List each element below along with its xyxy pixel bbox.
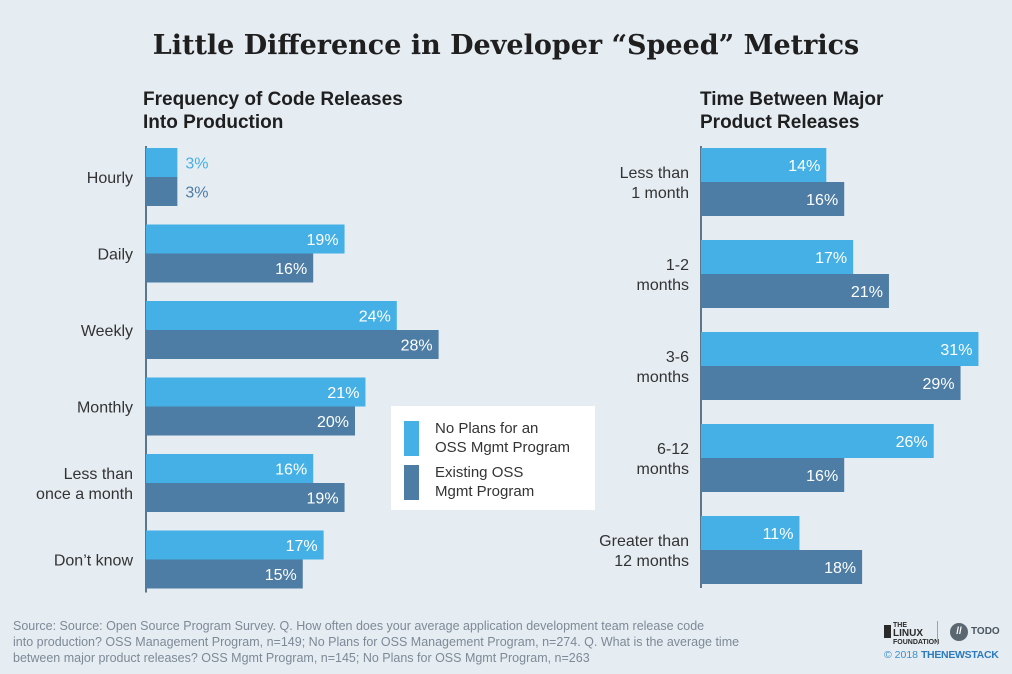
linux-foundation-wordmark: THE LINUX FOUNDATION bbox=[893, 622, 939, 646]
category-label: Daily bbox=[97, 247, 133, 264]
category-label: 1 month bbox=[631, 185, 689, 202]
todo-group-logo-icon: // TODO bbox=[950, 623, 1006, 643]
category-label: months bbox=[637, 369, 689, 386]
data-label: 29% bbox=[923, 376, 955, 393]
source-line: Source: Source: Open Source Program Surv… bbox=[13, 619, 705, 633]
bar bbox=[701, 550, 863, 584]
data-label: 16% bbox=[806, 192, 838, 209]
legend-swatch-existing bbox=[404, 465, 419, 500]
chart-legend: No Plans for an OSS Mgmt Program Existin… bbox=[391, 406, 595, 510]
data-label: 11% bbox=[763, 526, 794, 543]
data-label: 3% bbox=[185, 156, 208, 173]
bar bbox=[146, 377, 366, 407]
bar bbox=[701, 274, 889, 308]
category-label: months bbox=[637, 461, 689, 478]
source-line: into production? OSS Management Program,… bbox=[13, 635, 740, 649]
bar bbox=[146, 483, 345, 512]
bar bbox=[701, 424, 934, 458]
bar bbox=[146, 330, 439, 359]
legend-label-line: No Plans for an bbox=[435, 420, 539, 437]
panel-title-major-release-time: Time Between Major Product Releases bbox=[700, 88, 883, 134]
todo-mark: // bbox=[950, 623, 968, 641]
bar bbox=[146, 253, 314, 283]
bar bbox=[146, 224, 345, 254]
data-label: 19% bbox=[307, 232, 339, 249]
bar bbox=[146, 301, 397, 330]
legend-swatch-no-plans bbox=[404, 421, 419, 456]
bar bbox=[146, 177, 178, 206]
data-label: 31% bbox=[940, 342, 972, 359]
data-label: 21% bbox=[851, 284, 883, 301]
bar bbox=[146, 454, 314, 483]
bar bbox=[701, 458, 845, 492]
category-label: once a month bbox=[36, 486, 133, 503]
bar bbox=[701, 182, 845, 216]
bar bbox=[146, 406, 355, 436]
lf-text-bottom: FOUNDATION bbox=[893, 639, 940, 646]
bar bbox=[701, 240, 854, 274]
category-label: 3-6 bbox=[666, 349, 689, 366]
panel-title-line: Into Production bbox=[143, 112, 284, 133]
linux-foundation-mark bbox=[884, 625, 891, 638]
lf-text-top: THE bbox=[893, 622, 907, 629]
todo-wordmark: TODO bbox=[971, 626, 1000, 637]
panel-title-line: Time Between Major bbox=[700, 89, 884, 110]
panel-title-release-frequency: Frequency of Code Releases Into Producti… bbox=[143, 88, 403, 134]
data-label: 19% bbox=[307, 491, 339, 508]
footer-logos: THE LINUX FOUNDATION // TODO © 2018 THEN… bbox=[884, 621, 1004, 665]
category-label: Greater than bbox=[599, 533, 689, 550]
category-label: Hourly bbox=[87, 170, 133, 187]
lf-text-big: LINUX bbox=[893, 628, 923, 639]
data-label: 26% bbox=[896, 434, 928, 451]
panel-title-line: Product Releases bbox=[700, 112, 860, 133]
data-label: 28% bbox=[401, 338, 433, 355]
data-label: 17% bbox=[815, 250, 847, 267]
category-label: Don’t know bbox=[54, 553, 134, 570]
category-label: 1-2 bbox=[666, 257, 689, 274]
logo-divider bbox=[937, 621, 938, 645]
legend-label-line: OSS Mgmt Program bbox=[435, 439, 571, 456]
data-label: 24% bbox=[359, 309, 391, 326]
data-label: 16% bbox=[275, 261, 307, 278]
bar bbox=[701, 516, 800, 550]
legend-label-line: Mgmt Program bbox=[435, 483, 535, 500]
data-label: 16% bbox=[806, 468, 838, 485]
data-label: 15% bbox=[265, 567, 297, 584]
bar bbox=[701, 332, 979, 366]
data-label: 3% bbox=[185, 185, 208, 202]
category-label: 6-12 bbox=[657, 441, 689, 458]
legend-label-line: Existing OSS bbox=[435, 464, 524, 481]
legend-label: Existing OSS Mgmt Program bbox=[435, 463, 534, 501]
copyright-prefix: © 2018 bbox=[884, 649, 919, 661]
data-label: 17% bbox=[286, 538, 318, 555]
linux-foundation-logo-icon: THE LINUX FOUNDATION bbox=[884, 622, 939, 646]
chart-title: Little Difference in Developer “Speed” M… bbox=[152, 30, 860, 61]
bar bbox=[146, 148, 178, 177]
category-label: Less than bbox=[620, 165, 689, 182]
legend-label: No Plans for an OSS Mgmt Program bbox=[435, 419, 570, 457]
category-label: 12 months bbox=[614, 553, 689, 570]
source-note: Source: Source: Open Source Program Surv… bbox=[13, 618, 813, 666]
data-label: 14% bbox=[788, 158, 820, 175]
category-label: Monthly bbox=[77, 400, 133, 417]
bar-charts-canvas: 3%3%Hourly19%16%Daily24%28%Weekly21%20%M… bbox=[36, 146, 979, 593]
data-label: 20% bbox=[317, 414, 349, 431]
data-label: 21% bbox=[327, 385, 359, 402]
category-label: Less than bbox=[64, 466, 133, 483]
bar bbox=[146, 530, 324, 560]
panel-title-line: Frequency of Code Releases bbox=[143, 89, 403, 110]
category-label: months bbox=[637, 277, 689, 294]
data-label: 16% bbox=[275, 462, 307, 479]
bar bbox=[701, 366, 961, 400]
source-line: between major product releases? OSS Mgmt… bbox=[13, 651, 590, 665]
data-label: 18% bbox=[824, 560, 856, 577]
bar bbox=[146, 559, 303, 589]
the-new-stack-logo-icon: THENEWSTACK bbox=[920, 649, 999, 661]
copyright-line: © 2018 THENEWSTACK bbox=[884, 649, 1012, 661]
category-label: Weekly bbox=[81, 323, 133, 340]
bar bbox=[701, 148, 827, 182]
